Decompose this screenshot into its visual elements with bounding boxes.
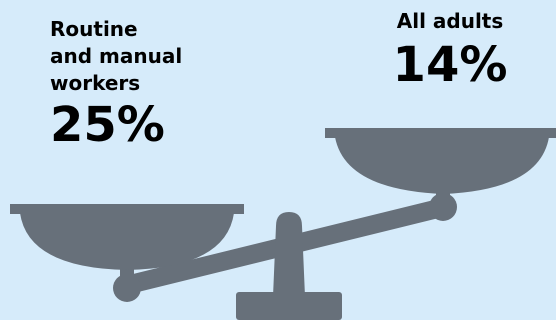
left-group-label-line-2: and manual <box>50 44 183 68</box>
right-pan-rim <box>325 128 556 138</box>
left-pan-rim <box>10 204 244 214</box>
left-group-label-line-1: Routine <box>50 17 138 41</box>
scale-base <box>236 292 342 320</box>
left-group: Routine and manual workers 25% <box>50 16 250 151</box>
right-group-value: 14% <box>392 37 508 93</box>
left-group-label-line-3: workers <box>50 71 141 95</box>
right-pan-bowl <box>335 137 549 194</box>
right-group: All adults 14% <box>380 8 520 91</box>
left-pan-bowl <box>20 213 234 270</box>
right-group-label: All adults <box>396 9 504 33</box>
left-group-value: 25% <box>50 97 165 153</box>
